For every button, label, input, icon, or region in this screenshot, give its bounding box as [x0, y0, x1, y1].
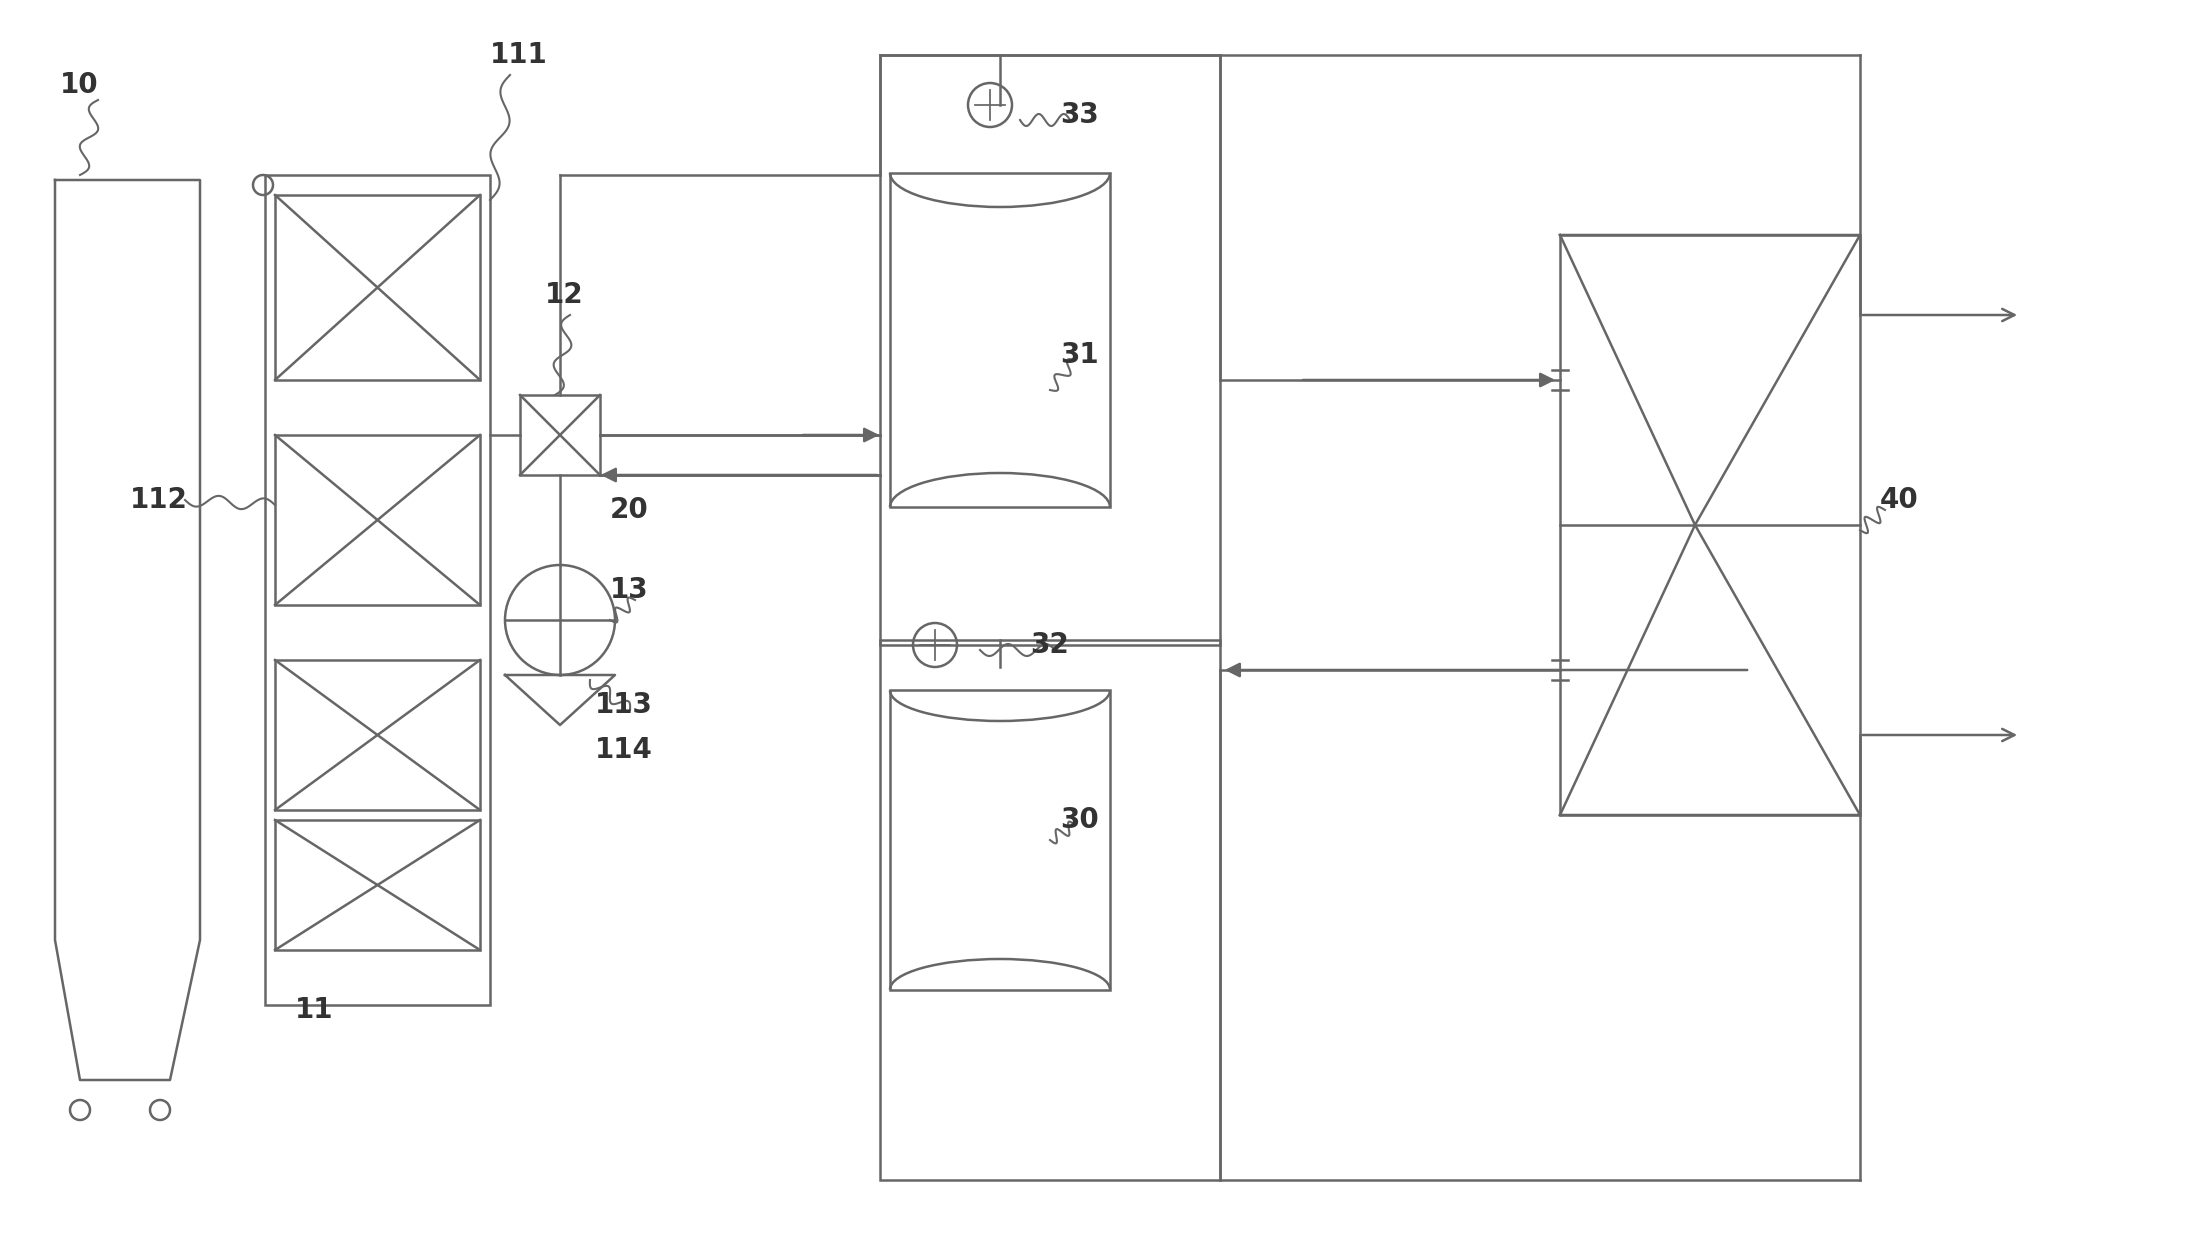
Text: 113: 113: [595, 691, 652, 719]
Text: 11: 11: [294, 996, 334, 1023]
Text: 30: 30: [1060, 806, 1100, 834]
Bar: [274, 195, 481, 379]
Bar: [889, 173, 1111, 507]
Bar: [889, 691, 1111, 990]
Bar: [274, 435, 481, 604]
Text: 13: 13: [610, 576, 650, 604]
Text: 40: 40: [1879, 486, 1918, 514]
Bar: [266, 176, 489, 1005]
Bar: [880, 54, 1220, 645]
Text: 33: 33: [1060, 101, 1100, 129]
Text: 112: 112: [130, 486, 189, 514]
Bar: [880, 640, 1220, 1180]
Bar: [1561, 235, 1859, 815]
Text: 111: 111: [489, 41, 549, 69]
Text: 12: 12: [544, 281, 584, 309]
Bar: [274, 819, 481, 950]
Bar: [274, 660, 481, 810]
Text: 31: 31: [1060, 341, 1100, 370]
Text: 20: 20: [610, 496, 650, 524]
Text: 10: 10: [59, 70, 99, 99]
Text: 114: 114: [595, 735, 652, 764]
Bar: [520, 396, 599, 475]
Text: 32: 32: [1029, 632, 1069, 659]
